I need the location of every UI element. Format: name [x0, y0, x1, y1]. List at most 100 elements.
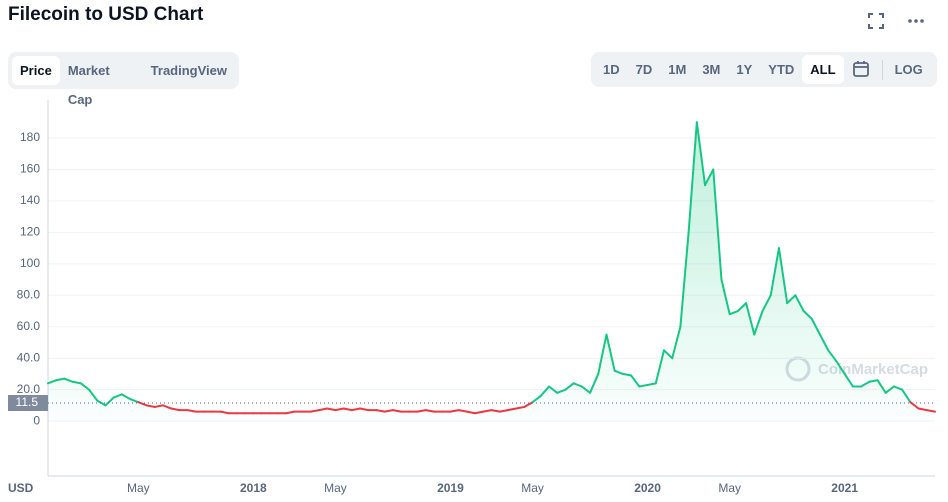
price-segment [679, 231, 690, 328]
price-segment [129, 398, 140, 404]
price-segment [687, 121, 698, 234]
price-segment [901, 388, 912, 404]
y-tick-label: 40.0 [17, 350, 41, 364]
range-button[interactable]: 3M [702, 62, 721, 77]
y-tick-label: 140 [20, 193, 40, 207]
price-segment [646, 382, 657, 386]
price-segment [638, 383, 649, 388]
y-tick-label: 180 [20, 130, 40, 144]
price-segment [671, 325, 682, 360]
y-tick-label: 120 [20, 225, 40, 239]
price-segment [350, 407, 362, 412]
more-icon[interactable] [908, 19, 924, 23]
price-segment [695, 121, 707, 187]
currency-label: USD [8, 481, 34, 495]
price-segment [63, 377, 74, 383]
range-button[interactable]: 1Y [736, 62, 753, 77]
price-segment [539, 385, 550, 397]
price-segment [186, 409, 197, 413]
x-tick-label: 2020 [634, 481, 661, 495]
log-button[interactable]: LOG [894, 62, 923, 77]
price-segment [753, 310, 764, 336]
price-segment [572, 382, 583, 388]
price-segment [359, 407, 370, 412]
range-button[interactable]: 1M [668, 62, 687, 77]
x-tick-label: May [521, 481, 544, 495]
price-segment [424, 409, 436, 413]
tab-button[interactable]: TradingView [150, 63, 227, 78]
price-segment [153, 404, 164, 408]
price-segment [621, 372, 633, 377]
tab-button[interactable]: Market Cap [67, 63, 110, 107]
calendar-icon[interactable] [844, 58, 878, 82]
reference-label: 11.5 [16, 395, 39, 409]
price-segment [326, 407, 337, 412]
price-segment [860, 380, 871, 388]
price-segment [375, 409, 386, 413]
price-segment [819, 333, 830, 352]
reference-label-box [8, 395, 48, 412]
price-segment [334, 407, 345, 412]
price-segment [498, 409, 509, 413]
price-segment [777, 247, 789, 305]
y-tick-label: 100 [20, 256, 40, 270]
price-segment [876, 379, 887, 394]
price-segment [416, 409, 427, 413]
price-segment [137, 401, 148, 407]
price-segment [474, 410, 485, 415]
price-segment [285, 410, 296, 415]
y-tick-label: 80.0 [17, 287, 41, 301]
price-segment [391, 409, 403, 413]
price-segment [145, 404, 156, 408]
x-tick-label: May [718, 481, 741, 495]
price-segment [383, 409, 394, 413]
price-segment [662, 349, 674, 360]
x-tick-label: 2018 [240, 481, 267, 495]
price-segment [318, 407, 329, 412]
price-area [48, 122, 935, 422]
range-button[interactable]: YTD [768, 62, 795, 77]
price-segment [728, 310, 739, 316]
price-segment [868, 379, 879, 383]
price-segment [556, 388, 567, 394]
chart-title: Filecoin to USD Chart [8, 4, 204, 25]
price-segment [613, 369, 624, 375]
range-button[interactable]: ALL [802, 55, 844, 84]
price-segment [523, 401, 534, 408]
price-segment [490, 409, 501, 413]
price-segment [342, 407, 353, 412]
separator [881, 59, 883, 80]
price-segment [515, 405, 526, 410]
price-segment [597, 333, 608, 375]
tab-button[interactable]: Price [12, 56, 60, 85]
range-button[interactable]: 1D [603, 62, 620, 77]
price-segment [547, 385, 559, 394]
price-segment [589, 372, 600, 394]
price-segment [843, 372, 854, 388]
price-segment [531, 394, 542, 404]
y-tick-label: 60.0 [17, 319, 41, 333]
price-segment [506, 407, 518, 412]
price-segment [909, 401, 920, 410]
x-tick-label: May [127, 481, 150, 495]
price-segment [769, 247, 780, 297]
price-segment [802, 310, 813, 320]
top-icons[interactable] [864, 10, 934, 32]
price-segment [47, 379, 58, 385]
price-segment [170, 407, 181, 412]
price-segment [761, 294, 772, 313]
price-segment [794, 294, 805, 313]
price-segment [580, 385, 592, 394]
range-button[interactable]: 7D [635, 62, 653, 77]
price-segment [96, 399, 107, 407]
price-segment [71, 380, 82, 385]
price-segment [309, 409, 321, 413]
price-segment [720, 278, 731, 316]
price-segment [457, 409, 468, 413]
x-tick-label: May [324, 481, 347, 495]
price-segment [104, 396, 115, 407]
fullscreen-icon[interactable] [868, 13, 884, 29]
price-segment [810, 317, 822, 336]
